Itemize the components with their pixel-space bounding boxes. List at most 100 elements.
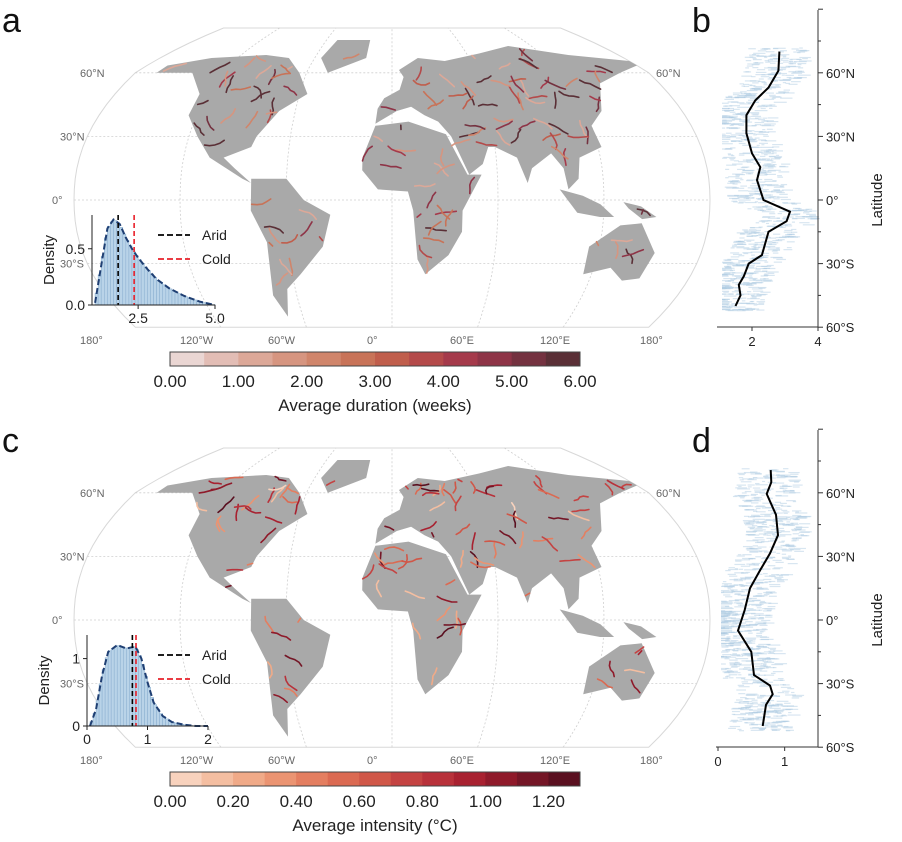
scatter-point bbox=[738, 201, 746, 203]
scatter-point bbox=[762, 48, 770, 50]
scatter-point bbox=[777, 474, 791, 476]
scatter-point bbox=[781, 726, 793, 728]
scatter-point bbox=[765, 614, 773, 616]
river-segment bbox=[518, 48, 534, 62]
scatter-point bbox=[722, 269, 726, 271]
scatter-point bbox=[752, 57, 757, 60]
scatter-point bbox=[721, 583, 732, 585]
scatter-point bbox=[776, 581, 785, 583]
scatter-point bbox=[784, 692, 789, 694]
scatter-point bbox=[774, 712, 782, 714]
river-segment bbox=[298, 209, 317, 220]
river-segment bbox=[595, 240, 600, 247]
scatter-point bbox=[762, 167, 774, 169]
scatter-point bbox=[734, 593, 741, 595]
scatter-point bbox=[730, 625, 735, 627]
river-segment bbox=[297, 617, 302, 623]
colorbar-bin bbox=[306, 352, 342, 366]
scatter-point bbox=[781, 549, 794, 551]
river-segment bbox=[282, 496, 298, 504]
scatter-point bbox=[760, 275, 768, 277]
scatter-point bbox=[753, 652, 765, 654]
scatter-point bbox=[772, 568, 781, 570]
scatter-point bbox=[746, 694, 759, 696]
scatter-point bbox=[753, 279, 762, 281]
scatter-point bbox=[726, 675, 731, 677]
scatter-point bbox=[766, 531, 779, 533]
scatter-point bbox=[745, 571, 750, 573]
scatter-point bbox=[785, 709, 791, 711]
scatter-point bbox=[777, 212, 782, 215]
scatter-point bbox=[780, 226, 786, 228]
scatter-point bbox=[777, 579, 785, 581]
scatter-point bbox=[735, 174, 746, 176]
scatter-point bbox=[778, 91, 786, 93]
scatter-point bbox=[765, 271, 779, 273]
scatter-point bbox=[763, 476, 774, 478]
scatter-point bbox=[759, 631, 764, 633]
scatter-point bbox=[779, 519, 792, 521]
lat-label: 60°N bbox=[80, 68, 105, 80]
y-tick-label: 0° bbox=[826, 613, 838, 628]
scatter-point bbox=[731, 291, 743, 293]
scatter-point bbox=[761, 146, 774, 148]
scatter-point bbox=[738, 154, 745, 156]
scatter-point bbox=[746, 303, 758, 305]
scatter-point bbox=[738, 283, 750, 286]
scatter-point bbox=[742, 309, 754, 311]
scatter-point bbox=[746, 137, 753, 139]
y-tick-label: 30°S bbox=[826, 257, 855, 272]
scatter-point bbox=[731, 155, 735, 157]
scatter-point bbox=[731, 140, 737, 142]
scatter-point bbox=[721, 639, 729, 641]
scatter-point bbox=[746, 540, 759, 542]
scatter-point bbox=[737, 102, 745, 104]
scatter-point bbox=[743, 559, 751, 561]
scatter-point bbox=[721, 633, 729, 635]
scatter-point bbox=[763, 280, 772, 282]
scatter-point bbox=[745, 712, 759, 714]
river-segment bbox=[460, 81, 477, 96]
scatter-point bbox=[773, 519, 783, 521]
histogram-bar bbox=[119, 646, 124, 727]
scatter-point bbox=[763, 256, 767, 258]
river-segment bbox=[525, 97, 546, 105]
scatter-point bbox=[723, 594, 731, 596]
scatter-point bbox=[740, 283, 753, 285]
scatter-point bbox=[721, 619, 731, 622]
scatter-point bbox=[763, 150, 770, 152]
histogram-bar bbox=[168, 288, 173, 306]
scatter-point bbox=[756, 181, 766, 183]
scatter-point bbox=[756, 174, 768, 176]
scatter-point bbox=[759, 155, 766, 158]
scatter-point bbox=[721, 615, 729, 617]
scatter-point bbox=[754, 241, 766, 244]
scatter-point bbox=[756, 647, 761, 649]
scatter-point bbox=[763, 151, 771, 154]
river-segment bbox=[630, 679, 641, 694]
scatter-point bbox=[722, 135, 730, 137]
scatter-point bbox=[810, 218, 818, 220]
scatter-point bbox=[756, 632, 763, 634]
scatter-point bbox=[728, 306, 736, 308]
river-segment bbox=[477, 103, 498, 107]
scatter-point bbox=[721, 613, 732, 615]
scatter-point bbox=[756, 301, 766, 303]
scatter-point bbox=[753, 496, 763, 499]
scatter-point bbox=[722, 287, 727, 289]
scatter-point bbox=[728, 180, 739, 182]
scatter-point bbox=[750, 494, 757, 496]
scatter-point bbox=[759, 667, 769, 669]
river-segment bbox=[405, 485, 409, 490]
scatter-point bbox=[777, 691, 784, 694]
scatter-point bbox=[727, 153, 731, 155]
scatter-point bbox=[794, 61, 807, 63]
scatter-point bbox=[773, 220, 786, 222]
river-segment bbox=[490, 79, 511, 87]
scatter-point bbox=[781, 57, 790, 59]
scatter-point bbox=[760, 140, 768, 142]
graticule-meridian bbox=[447, 27, 499, 328]
scatter-point bbox=[765, 252, 769, 254]
scatter-point bbox=[742, 554, 752, 556]
scatter-point bbox=[721, 592, 734, 594]
